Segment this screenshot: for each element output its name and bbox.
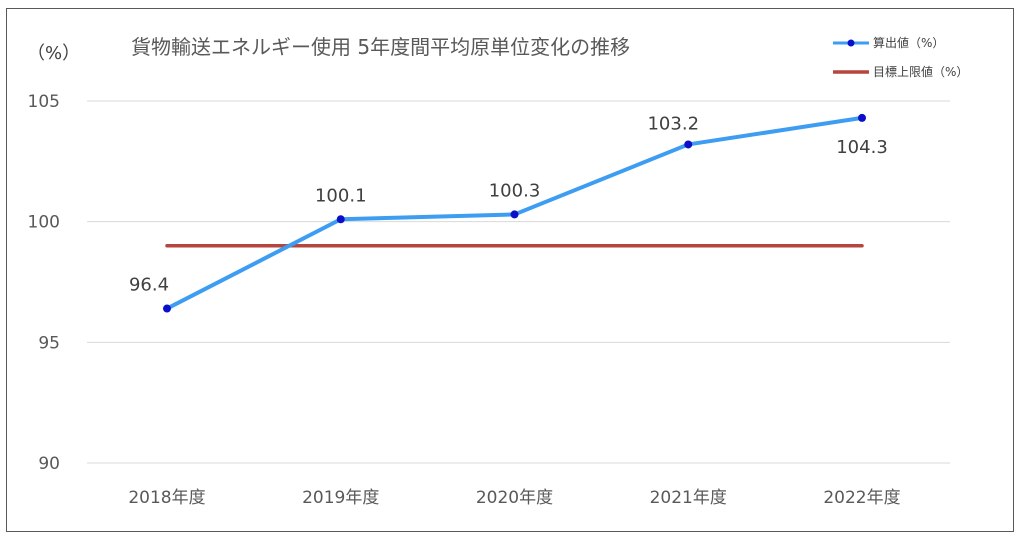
y-tick-label: 100 xyxy=(28,213,60,233)
data-label: 96.4 xyxy=(129,275,169,296)
legend-label: 目標上限値（%） xyxy=(873,64,968,79)
data-label: 103.2 xyxy=(647,113,699,134)
x-tick-label: 2018年度 xyxy=(128,488,205,508)
data-point-marker xyxy=(163,304,171,313)
legend-marker xyxy=(847,39,855,47)
x-tick-label: 2021年度 xyxy=(650,488,727,508)
x-tick-label: 2022年度 xyxy=(823,488,900,508)
legend-item-target-upper-limit: 目標上限値（%） xyxy=(833,64,968,79)
y-axis-unit-label: （%） xyxy=(27,43,80,64)
data-point-marker xyxy=(684,140,693,149)
y-tick-label: 90 xyxy=(38,454,60,474)
data-label: 100.1 xyxy=(315,185,367,206)
chart-title: 貨物輸送エネルギー使用 5年度間平均原単位変化の推移 xyxy=(131,35,630,59)
legend-label: 算出値（%） xyxy=(873,35,944,50)
data-label: 100.3 xyxy=(489,180,541,201)
y-tick-label: 95 xyxy=(38,333,60,353)
data-label: 104.3 xyxy=(836,137,888,158)
line-chart: 90 95 100 105 2018年度 2019年度 2020年度 2021年度 2022年… xyxy=(27,35,968,508)
x-tick-label: 2019年度 xyxy=(302,488,379,508)
y-tick-label: 105 xyxy=(28,92,60,112)
data-point-marker xyxy=(336,215,345,224)
data-point-marker xyxy=(510,210,519,219)
legend: 算出値（%） 目標上限値（%） xyxy=(833,35,968,79)
data-point-marker xyxy=(858,113,866,122)
chart-frame: 90 95 100 105 2018年度 2019年度 2020年度 2021年度 2022年… xyxy=(6,8,1014,532)
x-tick-label: 2020年度 xyxy=(476,488,553,508)
legend-item-calculated: 算出値（%） xyxy=(833,35,944,50)
